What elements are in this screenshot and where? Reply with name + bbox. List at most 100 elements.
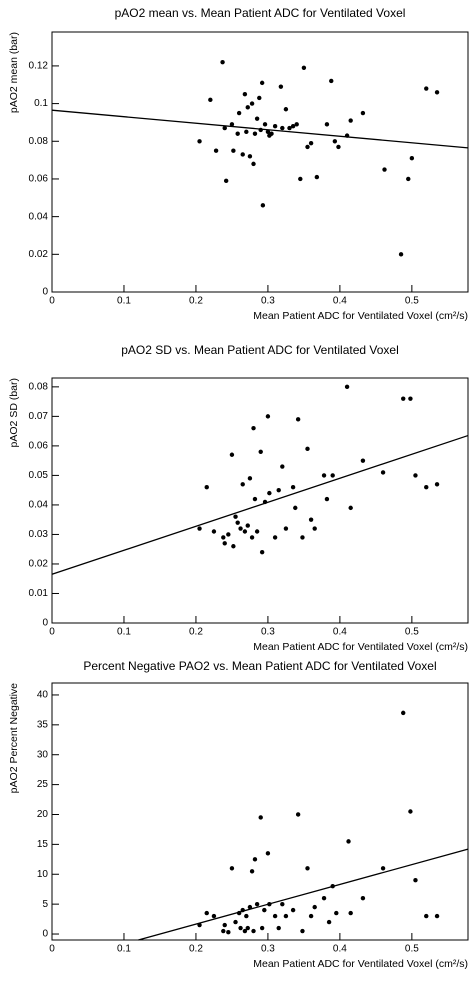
point bbox=[272, 124, 278, 129]
y-tick-label: 5 bbox=[42, 899, 48, 910]
point bbox=[408, 396, 413, 401]
plot-frame bbox=[51, 31, 469, 293]
point bbox=[276, 925, 281, 931]
point bbox=[211, 529, 217, 534]
point bbox=[305, 446, 310, 452]
point bbox=[265, 129, 271, 135]
point bbox=[251, 928, 256, 934]
point bbox=[242, 91, 248, 97]
point bbox=[233, 919, 238, 925]
x-axis-label: Mean Patient ADC for Ventilated Voxel (c… bbox=[253, 310, 468, 322]
y-tick-label: 0 bbox=[42, 618, 48, 629]
point bbox=[290, 124, 296, 129]
point bbox=[434, 913, 440, 919]
point bbox=[204, 910, 209, 916]
point bbox=[298, 176, 303, 182]
point bbox=[229, 122, 235, 127]
point bbox=[300, 928, 305, 934]
point bbox=[406, 176, 411, 182]
point bbox=[204, 485, 209, 490]
point bbox=[329, 78, 334, 84]
point bbox=[252, 131, 258, 136]
point bbox=[235, 131, 240, 136]
point bbox=[249, 101, 255, 106]
point bbox=[336, 144, 341, 150]
point bbox=[283, 107, 289, 112]
point bbox=[360, 110, 366, 116]
point bbox=[220, 59, 225, 65]
point bbox=[280, 901, 285, 907]
point bbox=[226, 930, 231, 935]
point bbox=[247, 154, 253, 159]
y-tick-label: 0.12 bbox=[29, 61, 49, 72]
point bbox=[360, 458, 366, 463]
point bbox=[382, 167, 387, 172]
x-tick-label: 0.4 bbox=[333, 944, 347, 955]
point bbox=[278, 84, 284, 89]
point bbox=[242, 928, 248, 934]
point bbox=[235, 520, 240, 525]
point bbox=[330, 473, 335, 478]
point bbox=[259, 80, 265, 86]
point bbox=[380, 866, 386, 871]
point bbox=[242, 529, 248, 534]
point bbox=[434, 90, 440, 95]
point bbox=[258, 815, 263, 820]
point bbox=[305, 866, 310, 871]
point bbox=[197, 139, 202, 144]
point bbox=[259, 549, 265, 555]
point bbox=[348, 505, 353, 511]
point bbox=[240, 152, 245, 157]
y-tick-label: 40 bbox=[37, 690, 49, 701]
point bbox=[236, 110, 242, 116]
x-tick-label: 0.4 bbox=[333, 627, 347, 638]
y-tick-label: 0.05 bbox=[29, 470, 49, 481]
point bbox=[295, 812, 301, 817]
point bbox=[251, 425, 256, 431]
point bbox=[380, 470, 386, 475]
point bbox=[294, 122, 299, 127]
x-tick-label: 0.1 bbox=[117, 296, 131, 307]
point bbox=[222, 922, 227, 928]
point bbox=[233, 514, 238, 519]
x-tick-label: 0.3 bbox=[261, 296, 275, 307]
point bbox=[229, 452, 235, 457]
point bbox=[247, 904, 253, 910]
point bbox=[208, 97, 213, 103]
point bbox=[258, 449, 263, 454]
point bbox=[348, 910, 353, 916]
point bbox=[424, 86, 429, 91]
chart-title: pAO2 SD vs. Mean Patient ADC for Ventila… bbox=[121, 343, 398, 357]
point bbox=[312, 904, 317, 910]
point bbox=[223, 178, 229, 184]
point bbox=[244, 913, 249, 919]
point bbox=[257, 95, 262, 101]
point bbox=[324, 496, 330, 502]
point bbox=[326, 919, 332, 925]
x-tick-label: 0.2 bbox=[189, 296, 203, 307]
x-tick-label: 0.5 bbox=[405, 627, 419, 638]
point bbox=[265, 414, 271, 419]
x-tick-label: 0 bbox=[49, 627, 55, 638]
y-axis-label: pAO2 Percent Negative bbox=[8, 683, 20, 793]
fit-line bbox=[51, 434, 469, 575]
point bbox=[254, 901, 260, 907]
point bbox=[240, 482, 245, 487]
point bbox=[262, 907, 267, 913]
x-tick-label: 0 bbox=[49, 944, 55, 955]
point bbox=[226, 532, 231, 537]
point bbox=[308, 517, 314, 522]
point bbox=[283, 526, 289, 531]
point bbox=[295, 417, 301, 422]
point bbox=[272, 535, 278, 540]
point bbox=[324, 122, 330, 127]
point bbox=[401, 710, 406, 716]
point bbox=[260, 203, 266, 208]
point bbox=[222, 125, 227, 131]
point bbox=[249, 535, 255, 540]
y-tick-label: 0.02 bbox=[29, 249, 49, 260]
point bbox=[398, 252, 404, 257]
point bbox=[245, 925, 250, 931]
x-tick-label: 0.1 bbox=[117, 944, 131, 955]
